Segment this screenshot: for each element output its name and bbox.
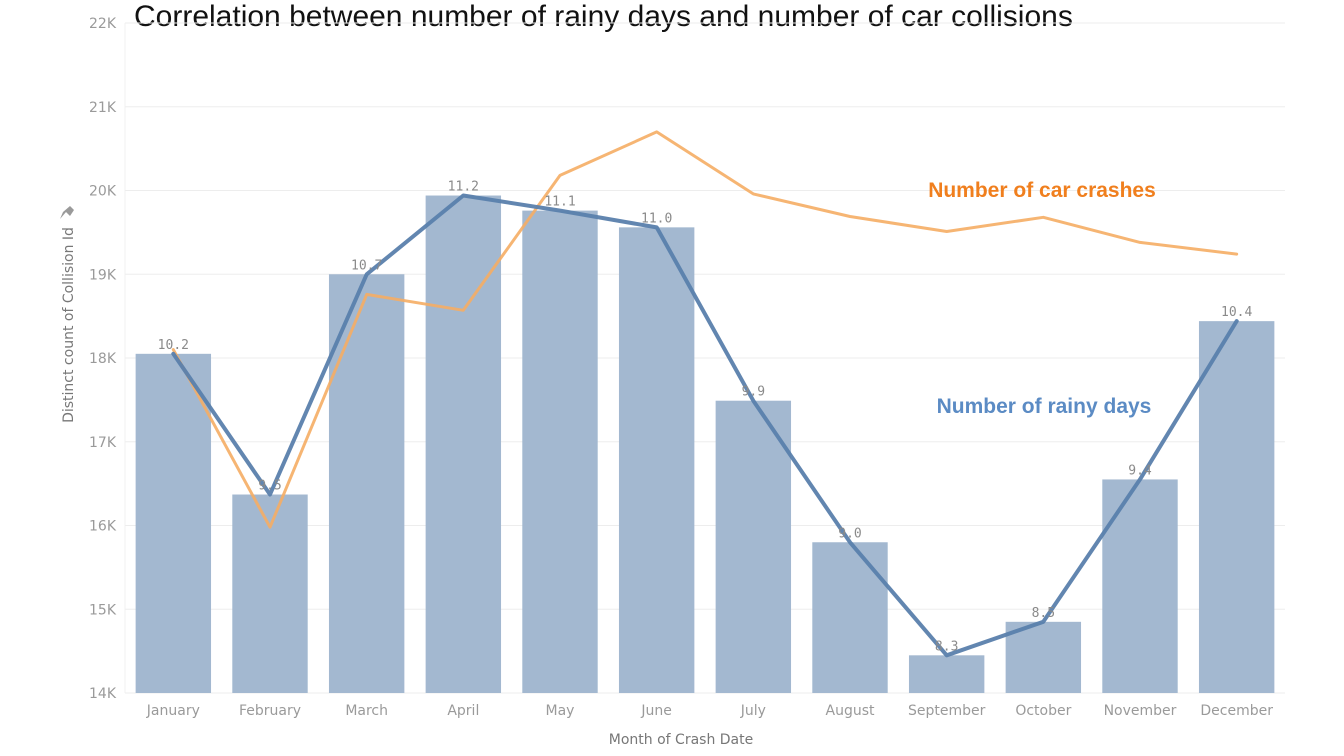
data-label: 9.9 bbox=[742, 385, 765, 400]
x-tick-label: June bbox=[640, 703, 672, 719]
bar[interactable] bbox=[425, 195, 502, 693]
bar[interactable] bbox=[1005, 621, 1082, 693]
bar[interactable] bbox=[1198, 321, 1275, 693]
x-tick-label: July bbox=[740, 703, 766, 719]
y-tick-label: 22K bbox=[89, 16, 117, 32]
data-label: 10.7 bbox=[351, 258, 382, 273]
x-tick-label: May bbox=[546, 703, 575, 719]
bars bbox=[135, 195, 1275, 693]
x-tick-label: February bbox=[239, 703, 301, 719]
y-tick-label: 14K bbox=[89, 686, 117, 702]
bar[interactable] bbox=[328, 274, 405, 693]
gridlines bbox=[124, 22, 1285, 694]
chart-title: Correlation between number of rainy days… bbox=[134, 0, 1073, 33]
bar[interactable] bbox=[715, 400, 792, 693]
annotation-rainy-days: Number of rainy days bbox=[937, 395, 1152, 418]
bar[interactable] bbox=[522, 210, 598, 693]
x-tick-label: December bbox=[1200, 703, 1273, 719]
series-line-rainy-days[interactable] bbox=[171, 193, 1239, 658]
data-label: 10.4 bbox=[1221, 305, 1252, 320]
x-tick-label: January bbox=[146, 703, 200, 719]
bar[interactable] bbox=[618, 227, 695, 693]
y-tick-label: 19K bbox=[89, 267, 117, 283]
y-tick-label: 20K bbox=[89, 184, 117, 200]
bar[interactable] bbox=[908, 655, 985, 693]
data-label: 9.5 bbox=[258, 479, 281, 494]
x-tick-label: April bbox=[447, 703, 479, 719]
x-tick-label: September bbox=[908, 703, 986, 719]
y-tick-label: 21K bbox=[89, 100, 117, 116]
axes: 14K 15K 16K 17K 18K 19K 20K 21K 22K January Februa… bbox=[89, 16, 1273, 719]
data-label: 11.2 bbox=[448, 180, 479, 195]
x-tick-label: October bbox=[1015, 703, 1071, 719]
pin-icon[interactable] bbox=[60, 206, 74, 219]
data-label: 11.0 bbox=[641, 211, 672, 226]
data-label: 10.2 bbox=[158, 338, 189, 353]
data-label: 9.0 bbox=[838, 526, 861, 541]
bar[interactable] bbox=[812, 542, 888, 693]
data-label: 8.3 bbox=[935, 639, 958, 654]
series-line-car-crashes[interactable] bbox=[171, 130, 1239, 529]
x-axis-title: Month of Crash Date bbox=[609, 732, 753, 748]
bar[interactable] bbox=[1102, 479, 1178, 693]
x-tick-label: November bbox=[1104, 703, 1177, 719]
y-tick-label: 18K bbox=[89, 351, 117, 367]
annotation-car-crashes: Number of car crashes bbox=[928, 179, 1156, 202]
lines bbox=[171, 130, 1239, 658]
data-label: 11.1 bbox=[544, 195, 575, 210]
bar[interactable] bbox=[135, 353, 212, 693]
data-label: 8.5 bbox=[1032, 606, 1055, 621]
x-tick-label: August bbox=[826, 703, 876, 719]
data-labels: 10.2 9.5 10.7 11.2 11.1 11.0 9.9 9.0 8.3 8.5 9.4 10… bbox=[158, 180, 1253, 655]
y-tick-label: 17K bbox=[89, 435, 117, 451]
y-axis-title: Distinct count of Collision Id bbox=[61, 227, 77, 423]
y-tick-label: 16K bbox=[89, 519, 117, 535]
x-tick-label: March bbox=[345, 703, 388, 719]
y-tick-label: 15K bbox=[89, 602, 117, 618]
data-label: 9.4 bbox=[1128, 463, 1152, 478]
